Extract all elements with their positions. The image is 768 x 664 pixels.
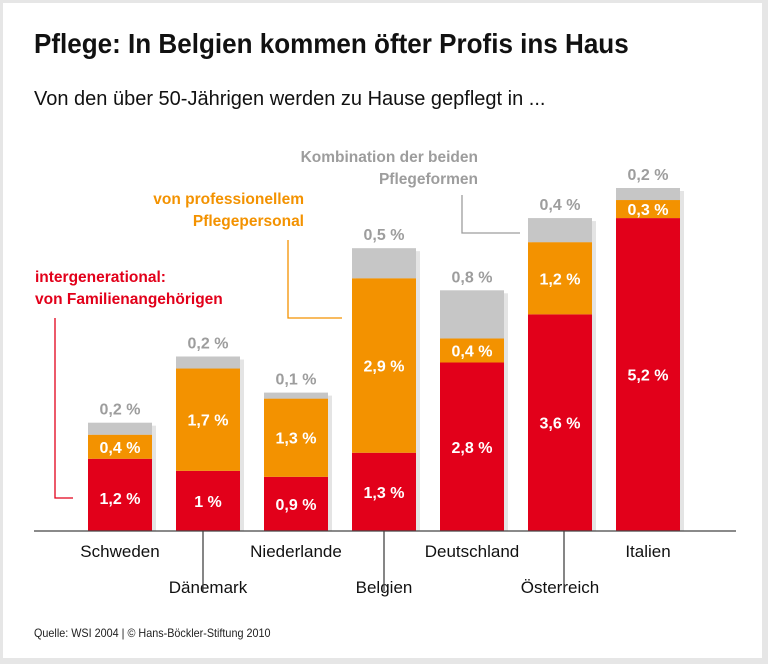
bar-segment-combination [440,290,504,339]
data-label: 0,9 % [276,497,317,514]
bar-segment-family [264,476,328,531]
x-tick-label: Österreich [521,578,599,597]
data-label: 1 % [194,494,222,511]
bar-segment-combination [176,356,240,369]
data-label: 0,4 % [100,440,141,457]
bar-segment-professional [616,200,680,219]
data-label: 3,6 % [540,416,581,433]
bar-segment-professional [352,278,416,453]
annotation-family-line1: intergenerational: [35,269,166,286]
bar-segment-combination [352,248,416,279]
bar-segment-professional [440,338,504,363]
annotation-combination-line1: Kombination der beiden [300,149,478,166]
data-label: 0,2 % [628,167,669,184]
data-label: 5,2 % [628,368,669,385]
chart-title: Pflege: In Belgien kommen öfter Profis i… [34,28,629,59]
x-tick-label: Dänemark [169,578,248,597]
data-label: 0,5 % [364,227,405,244]
data-label: 1,3 % [364,485,405,502]
x-tick-label: Schweden [80,542,159,561]
bar-segment-family [616,218,680,532]
bar-segment-combination [616,188,680,201]
bar-segment-family [440,362,504,531]
data-label: 1,3 % [276,431,317,448]
annotation-family-line2: von Familienangehörigen [35,291,223,308]
bar-segment-combination [528,218,592,243]
bar-segment-family [528,314,592,531]
bar-segment-combination [88,422,152,435]
data-label: 1,2 % [100,491,141,508]
bar-segment-professional [176,368,240,471]
data-label: 0,2 % [188,335,229,352]
bar-segment-professional [528,242,592,315]
x-tick-label: Niederlande [250,542,342,561]
data-label: 1,7 % [188,413,229,430]
data-label: 0,1 % [276,372,317,389]
annotation-professional: von professionellem Pflegepersonal [153,189,304,233]
annotation-family: intergenerational: von Familienangehörig… [35,267,223,311]
data-label: 2,9 % [364,359,405,376]
data-label: 1,2 % [540,271,581,288]
source-note: Quelle: WSI 2004 | © Hans-Böckler-Stiftu… [34,626,271,640]
annotation-combination-line2: Pflegeformen [378,171,478,188]
data-label: 0,8 % [452,269,493,286]
bar-segment-family [88,458,152,531]
bar-segment-professional [264,398,328,477]
bar-segment-professional [88,434,152,459]
x-tick-label: Italien [625,542,670,561]
bar-segment-family [352,452,416,531]
annotation-professional-line1: von professionellem [153,191,304,208]
data-label: 0,2 % [100,402,141,419]
annotation-family-connector [54,318,73,499]
x-tick-label: Deutschland [425,542,520,561]
annotation-combination-connector [461,195,520,234]
bar-segment-combination [264,392,328,399]
annotation-professional-connector [287,240,342,319]
data-label: 2,8 % [452,440,493,457]
annotation-combination: Kombination der beiden Pflegeformen [301,147,478,191]
chart-subtitle: Von den über 50-Jährigen werden zu Hause… [34,88,546,110]
bar-segment-family [176,470,240,531]
data-label: 0,4 % [452,343,493,360]
data-label: 0,3 % [628,202,669,219]
data-label: 0,4 % [540,197,581,214]
annotation-professional-line2: Pflegepersonal [192,213,304,230]
